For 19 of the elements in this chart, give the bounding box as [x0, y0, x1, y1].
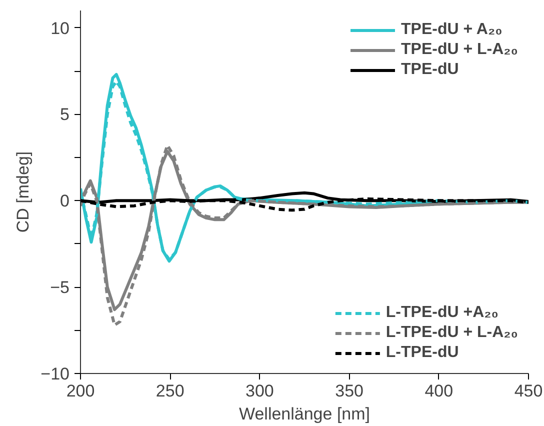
y-tick-label: −10: [40, 364, 70, 384]
legend-label: L-TPE-dU +A₂₀: [386, 304, 498, 322]
legend-label: TPE-dU + A₂₀: [401, 21, 502, 39]
legend-label: TPE-dU: [401, 61, 459, 79]
legend-label: L-TPE-dU: [386, 344, 459, 362]
y-tick-label: 5: [60, 105, 70, 124]
y-tick-label: 0: [60, 192, 70, 211]
x-tick-label: 250: [156, 382, 184, 400]
y-axis-title: CD [mdeg]: [14, 151, 33, 233]
x-axis-title: Wellenlänge [nm]: [238, 404, 370, 424]
x-tick-label: 450: [514, 382, 543, 400]
legend-label: TPE-dU + L-A₂₀: [401, 41, 518, 59]
legend-label: L-TPE-dU + L-A₂₀: [386, 324, 518, 342]
x-tick-label: 350: [335, 382, 364, 400]
y-tick-label: −5: [50, 278, 70, 298]
x-tick-label: 300: [246, 382, 274, 400]
x-tick-label: 200: [66, 382, 95, 400]
y-tick-label: 10: [50, 18, 70, 38]
x-tick-label: 400: [424, 382, 454, 400]
